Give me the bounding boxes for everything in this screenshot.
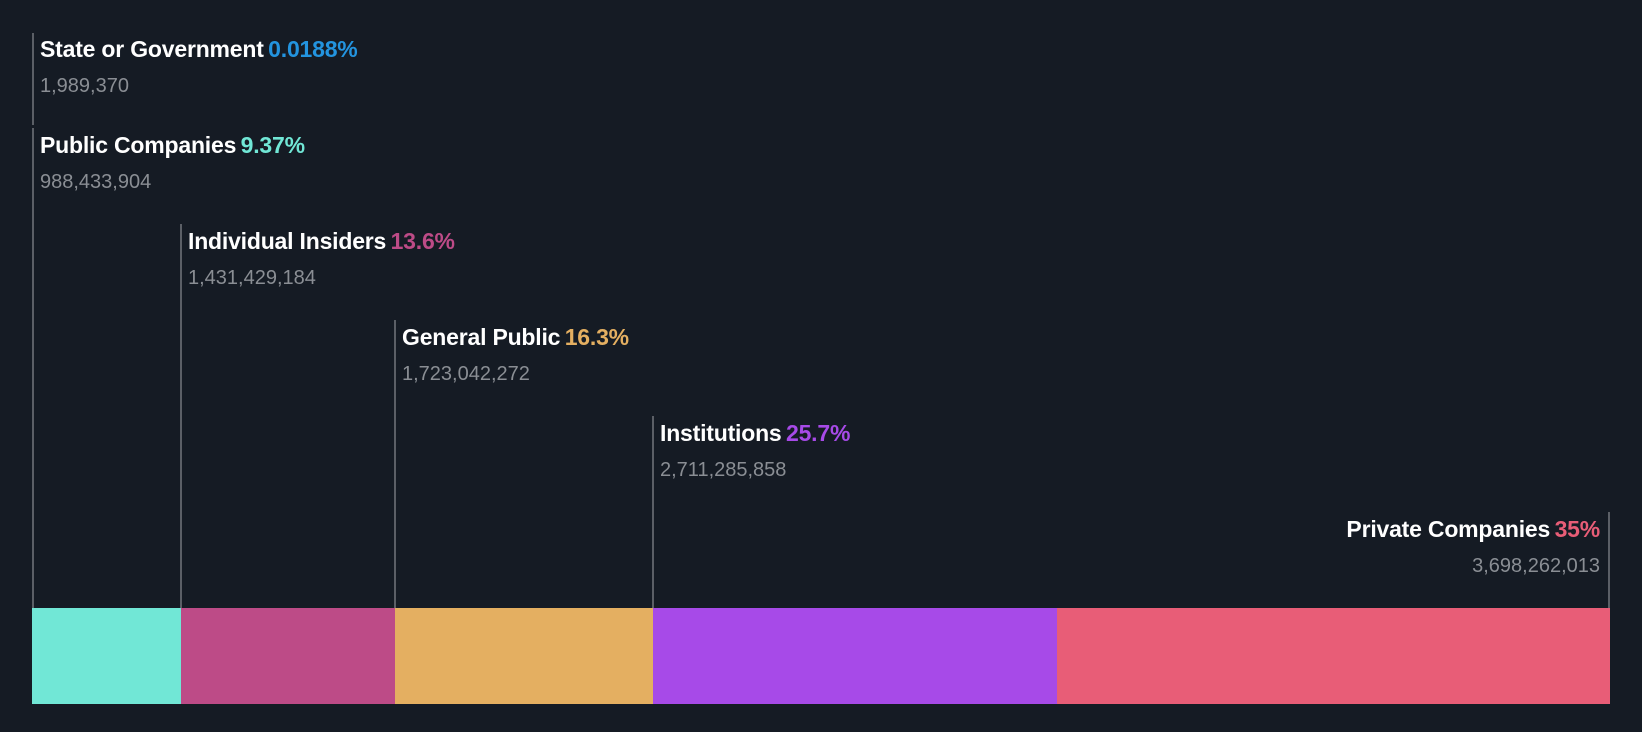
leader-line-general-public (394, 320, 396, 608)
segment-general-public[interactable] (395, 608, 653, 704)
segment-percent: 0.0188% (268, 36, 358, 62)
label-state-government: State or Government 0.0188% 1,989,370 (40, 36, 358, 98)
segment-count: 3,698,262,013 (1472, 555, 1600, 577)
segment-name: Private Companies (1346, 516, 1551, 542)
segment-name: Individual Insiders (188, 228, 387, 254)
label-individual-insiders: Individual Insiders 13.6% 1,431,429,184 (188, 228, 455, 290)
segment-percent: 9.37% (240, 132, 305, 158)
leader-line-state-government (32, 33, 34, 125)
segment-count: 988,433,904 (40, 171, 152, 193)
segment-private-companies[interactable] (1057, 608, 1610, 704)
segment-percent: 13.6% (390, 228, 455, 254)
segment-name: Public Companies (40, 132, 237, 158)
segment-name: General Public (402, 324, 561, 350)
segment-individual-insiders[interactable] (181, 608, 395, 704)
segment-percent: 25.7% (785, 420, 851, 446)
leader-line-private-companies (1608, 512, 1610, 608)
segment-name: Institutions (660, 420, 782, 446)
segment-name: State or Government (40, 36, 264, 62)
segment-count: 1,431,429,184 (188, 267, 316, 289)
segment-public-companies[interactable] (32, 608, 181, 704)
segment-count: 1,723,042,272 (402, 363, 530, 385)
leader-line-individual-insiders (180, 224, 182, 608)
segment-count: 2,711,285,858 (660, 459, 787, 481)
segment-percent: 35% (1554, 516, 1601, 542)
leader-line-public-companies (32, 128, 34, 608)
segment-institutions[interactable] (653, 608, 1057, 704)
segment-percent: 16.3% (564, 324, 629, 350)
segment-count: 1,989,370 (40, 75, 129, 97)
label-public-companies: Public Companies 9.37% 988,433,904 (40, 132, 305, 194)
label-private-companies: Private Companies 35% 3,698,262,013 (1346, 516, 1600, 578)
label-institutions: Institutions 25.7% 2,711,285,858 (660, 420, 850, 482)
leader-line-institutions (652, 416, 654, 608)
label-general-public: General Public 16.3% 1,723,042,272 (402, 324, 629, 386)
